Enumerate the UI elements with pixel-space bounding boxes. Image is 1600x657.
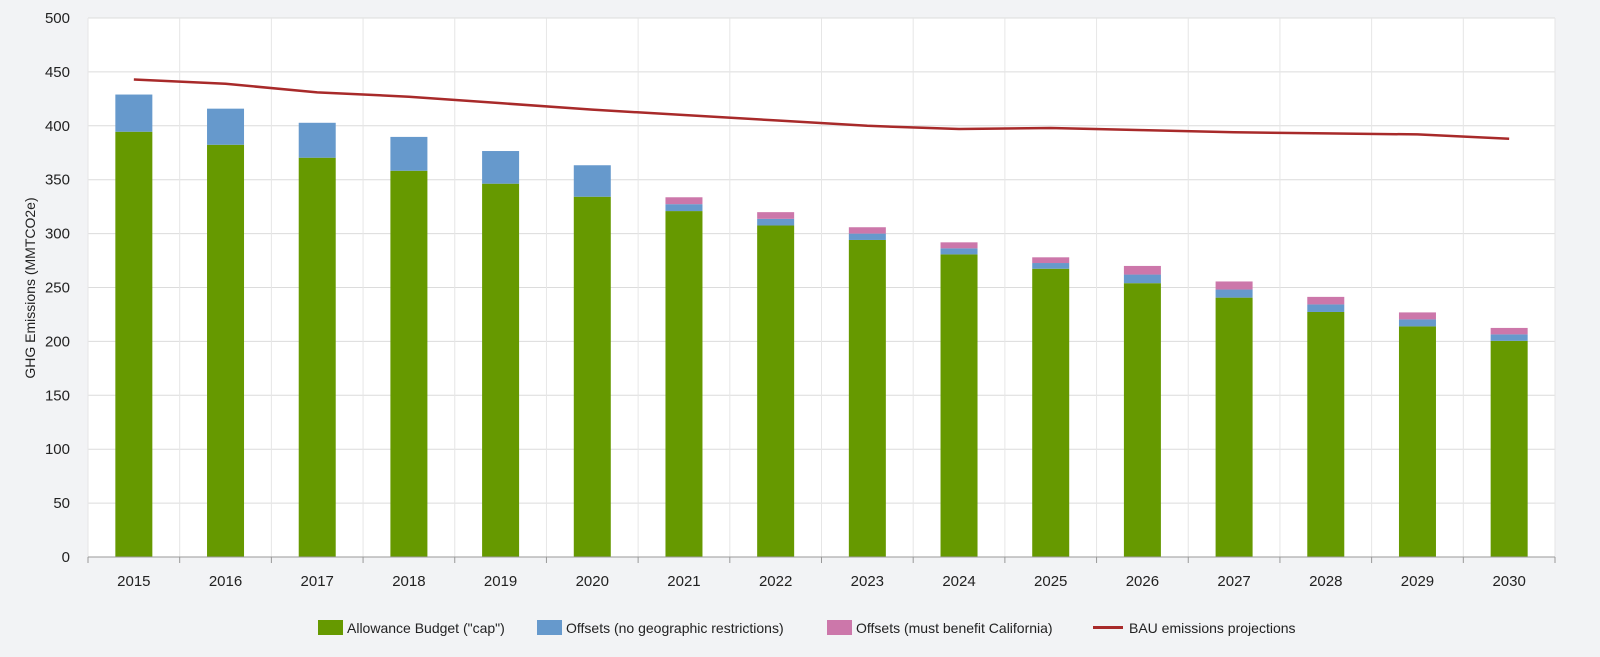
- bau-line: [133, 78, 1510, 140]
- bar-segment-series-1: [115, 131, 153, 557]
- bar-segment-series-2: [940, 248, 978, 255]
- legend-label: BAU emissions projections: [1129, 620, 1296, 636]
- legend-label: Offsets (must benefit California): [856, 620, 1053, 636]
- bar-segment-series-1: [848, 239, 886, 557]
- y-tick-label: 100: [45, 441, 70, 458]
- bar-segment-series-2: [665, 204, 703, 212]
- bar-segment-series-2: [115, 94, 153, 132]
- x-tick-label: 2020: [576, 573, 609, 590]
- x-tick-label: 2022: [759, 573, 792, 590]
- y-tick-label: 350: [45, 172, 70, 189]
- bar-segment-series-2: [298, 122, 336, 158]
- bar-segment-series-1: [573, 196, 611, 557]
- bar-segment-series-3: [1398, 312, 1436, 320]
- bar-segment-series-2: [1490, 334, 1528, 341]
- bar-segment-series-1: [1032, 268, 1070, 557]
- x-tick-label: 2024: [942, 573, 975, 590]
- bar-segment-series-1: [207, 144, 245, 557]
- bar-segment-series-1: [757, 225, 795, 557]
- y-tick-label: 200: [45, 333, 70, 350]
- bar-segment-series-2: [1307, 304, 1345, 312]
- bar-segment-series-2: [207, 108, 245, 145]
- bar-segment-series-2: [1398, 319, 1436, 327]
- bar-segment-series-3: [848, 227, 886, 234]
- bar-segment-series-3: [1307, 296, 1345, 305]
- x-tick-label: 2023: [851, 573, 884, 590]
- y-tick-label: 500: [45, 10, 70, 27]
- bar-segment-series-1: [390, 170, 428, 557]
- x-tick-label: 2030: [1492, 573, 1525, 590]
- y-tick-label: 400: [45, 118, 70, 135]
- bar-segment-series-2: [1032, 263, 1070, 269]
- x-tick-label: 2015: [117, 573, 150, 590]
- y-tick-label: 0: [62, 549, 70, 566]
- bar-segment-series-2: [573, 165, 611, 197]
- bar-segment-series-1: [1307, 311, 1345, 557]
- y-tick-label: 450: [45, 64, 70, 81]
- bar-segment-series-1: [1490, 340, 1528, 557]
- y-axis-title: GHG Emissions (MMTCO2e): [22, 197, 38, 378]
- x-tick-label: 2018: [392, 573, 425, 590]
- bar-segment-series-3: [1490, 327, 1528, 335]
- x-tick-label: 2027: [1217, 573, 1250, 590]
- bar-segment-series-1: [1123, 283, 1161, 557]
- x-tick-label: 2029: [1401, 573, 1434, 590]
- x-tick-label: 2025: [1034, 573, 1067, 590]
- axes: 0 50 100 150 200 250 300 350 400 450 500 2015 2016 20…: [45, 10, 1556, 590]
- bar-segment-series-3: [940, 242, 978, 249]
- legend-swatch: [537, 620, 562, 635]
- bar-segment-series-1: [665, 211, 703, 557]
- bar-segment-series-2: [482, 151, 520, 184]
- x-tick-label: 2021: [667, 573, 700, 590]
- bar-segment-series-1: [1215, 297, 1253, 557]
- bar-segment-series-1: [482, 183, 520, 557]
- x-tick-label: 2016: [209, 573, 242, 590]
- bar-segment-series-2: [757, 218, 795, 226]
- bar-segment-series-3: [1123, 265, 1161, 275]
- bar-segment-series-3: [1032, 257, 1070, 264]
- x-tick-label: 2017: [301, 573, 334, 590]
- x-tick-label: 2026: [1126, 573, 1159, 590]
- legend-swatch: [318, 620, 343, 635]
- legend: Allowance Budget ("cap") Offsets (no geog…: [318, 620, 1296, 636]
- legend-label: Offsets (no geographic restrictions): [566, 620, 784, 636]
- y-tick-label: 150: [45, 387, 70, 404]
- bar-segment-series-1: [940, 254, 978, 557]
- line-series-bau: [133, 78, 1510, 140]
- y-tick-label: 250: [45, 280, 70, 297]
- bar-segment-series-3: [665, 197, 703, 205]
- legend-label: Allowance Budget ("cap"): [347, 620, 505, 636]
- bar-segment-series-3: [1215, 281, 1253, 290]
- x-tick-label: 2019: [484, 573, 517, 590]
- bar-segment-series-2: [848, 233, 886, 240]
- legend-swatch: [827, 620, 852, 635]
- y-tick-label: 300: [45, 226, 70, 243]
- bar-segment-series-2: [1215, 289, 1253, 298]
- y-tick-label: 50: [53, 495, 70, 512]
- bars: [115, 94, 1528, 557]
- bar-segment-series-3: [757, 212, 795, 219]
- bar-segment-series-2: [1123, 274, 1161, 284]
- bar-segment-series-1: [298, 157, 336, 557]
- bar-segment-series-2: [390, 136, 428, 171]
- bar-segment-series-1: [1398, 326, 1436, 557]
- x-tick-label: 2028: [1309, 573, 1342, 590]
